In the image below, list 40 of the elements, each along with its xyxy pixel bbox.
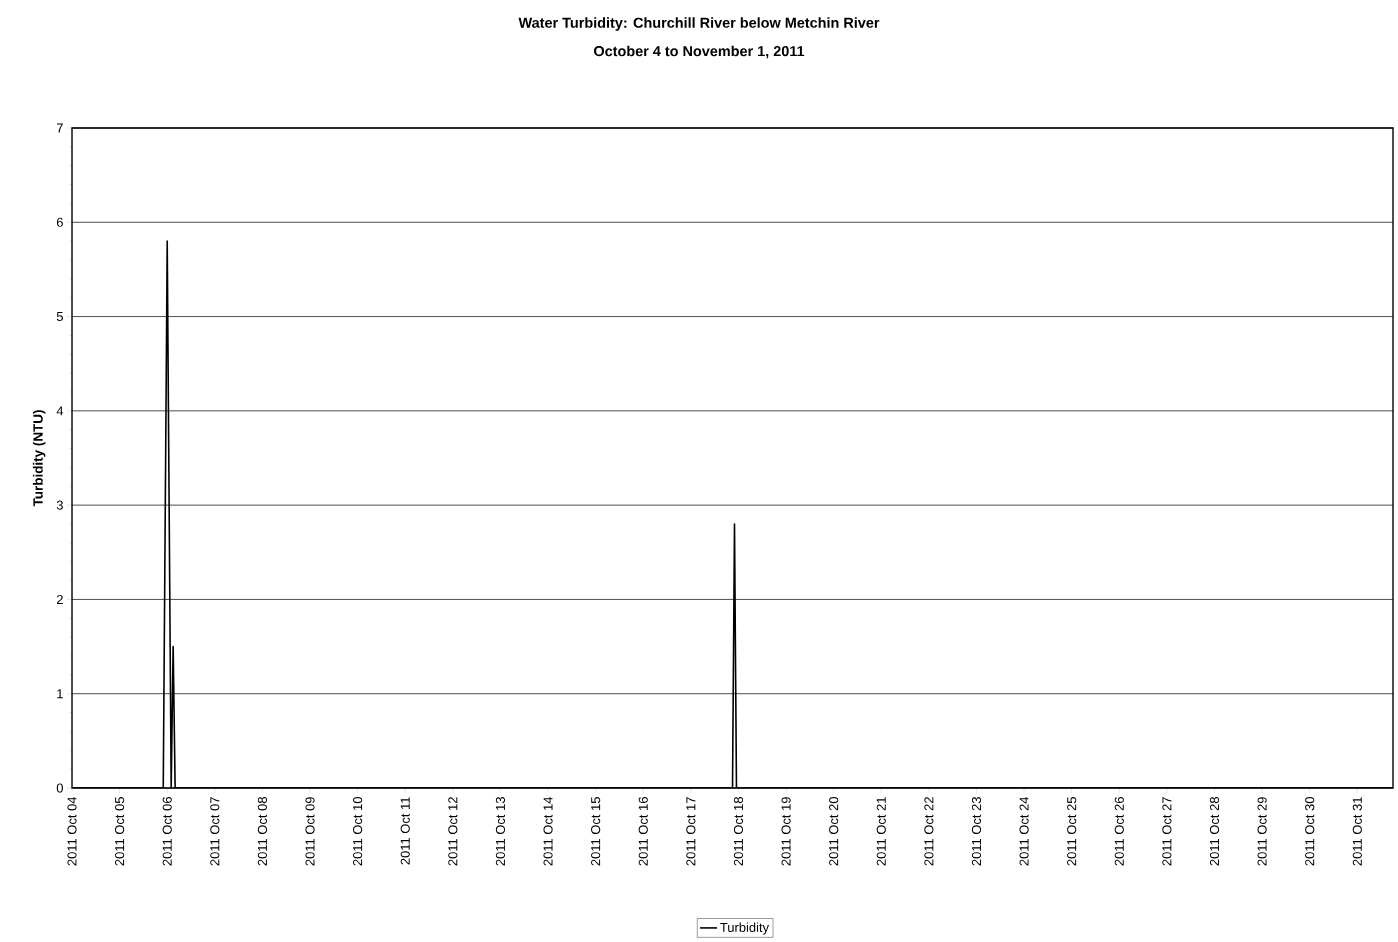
x-tick-label: 2011 Oct 18 [733, 797, 744, 866]
y-axis-title: Turbidity (NTU) [32, 410, 46, 507]
x-tick-label: 2011 Oct 05 [115, 797, 125, 866]
x-tick-label: 2011 Oct 22 [924, 797, 934, 866]
x-tick-label: 2011 Oct 30 [1305, 797, 1315, 866]
x-tick-label: 2011 Oct 04 [67, 796, 77, 866]
x-tick-label: 2011 Oct 17 [686, 797, 696, 866]
x-tick-label: 2011 Oct 11 [400, 797, 410, 865]
x-tick-label: 2011 Oct 14 [543, 796, 553, 866]
x-tick-label: 2011 Oct 13 [495, 797, 506, 866]
x-tick-label: 2011 Oct 25 [1067, 797, 1077, 866]
x-tick-label: 2011 Oct 06 [162, 797, 172, 866]
x-tick-label: 2011 Oct 19 [781, 797, 791, 866]
x-tick-label: 2011 Oct 20 [829, 797, 839, 866]
legend-label: Turbidity [720, 922, 770, 935]
x-tick-label: 2011 Oct 09 [305, 797, 315, 866]
x-tick-label: 2011 Oct 07 [210, 797, 220, 866]
y-tick-label: 2 [56, 594, 63, 604]
x-tick-label: 2011 Oct 28 [1209, 797, 1220, 866]
x-tick-label: 2011 Oct 16 [638, 797, 648, 866]
x-tick-label: 2011 Oct 10 [353, 797, 363, 866]
x-tick-label: 2011 Oct 23 [971, 797, 982, 866]
y-tick-label: 6 [56, 217, 63, 227]
y-tick-label: 4 [56, 406, 64, 416]
x-tick-label: 2011 Oct 12 [448, 797, 458, 866]
x-tick-label: 2011 Oct 15 [591, 797, 601, 866]
chart-title: Water Turbidity: Churchill River below Metchin River [518, 17, 880, 31]
y-tick-label: 3 [56, 500, 63, 510]
x-tick-label: 2011 Oct 08 [257, 797, 267, 866]
x-tick-label: 2011 Oct 29 [1257, 797, 1267, 866]
chart-subtitle: October 4 to November 1, 2011 [594, 45, 805, 59]
x-tick-label: 2011 Oct 26 [1114, 797, 1124, 866]
y-tick-label: 5 [56, 312, 63, 322]
x-tick-label: 2011 Oct 31 [1352, 797, 1362, 866]
y-tick-label: 7 [56, 123, 63, 133]
x-tick-label: 2011 Oct 21 [876, 797, 886, 866]
y-tick-label: 0 [56, 783, 63, 793]
x-tick-label: 2011 Oct 27 [1162, 797, 1172, 866]
y-tick-label: 1 [57, 689, 63, 699]
x-tick-label: 2011 Oct 24 [1019, 796, 1029, 866]
